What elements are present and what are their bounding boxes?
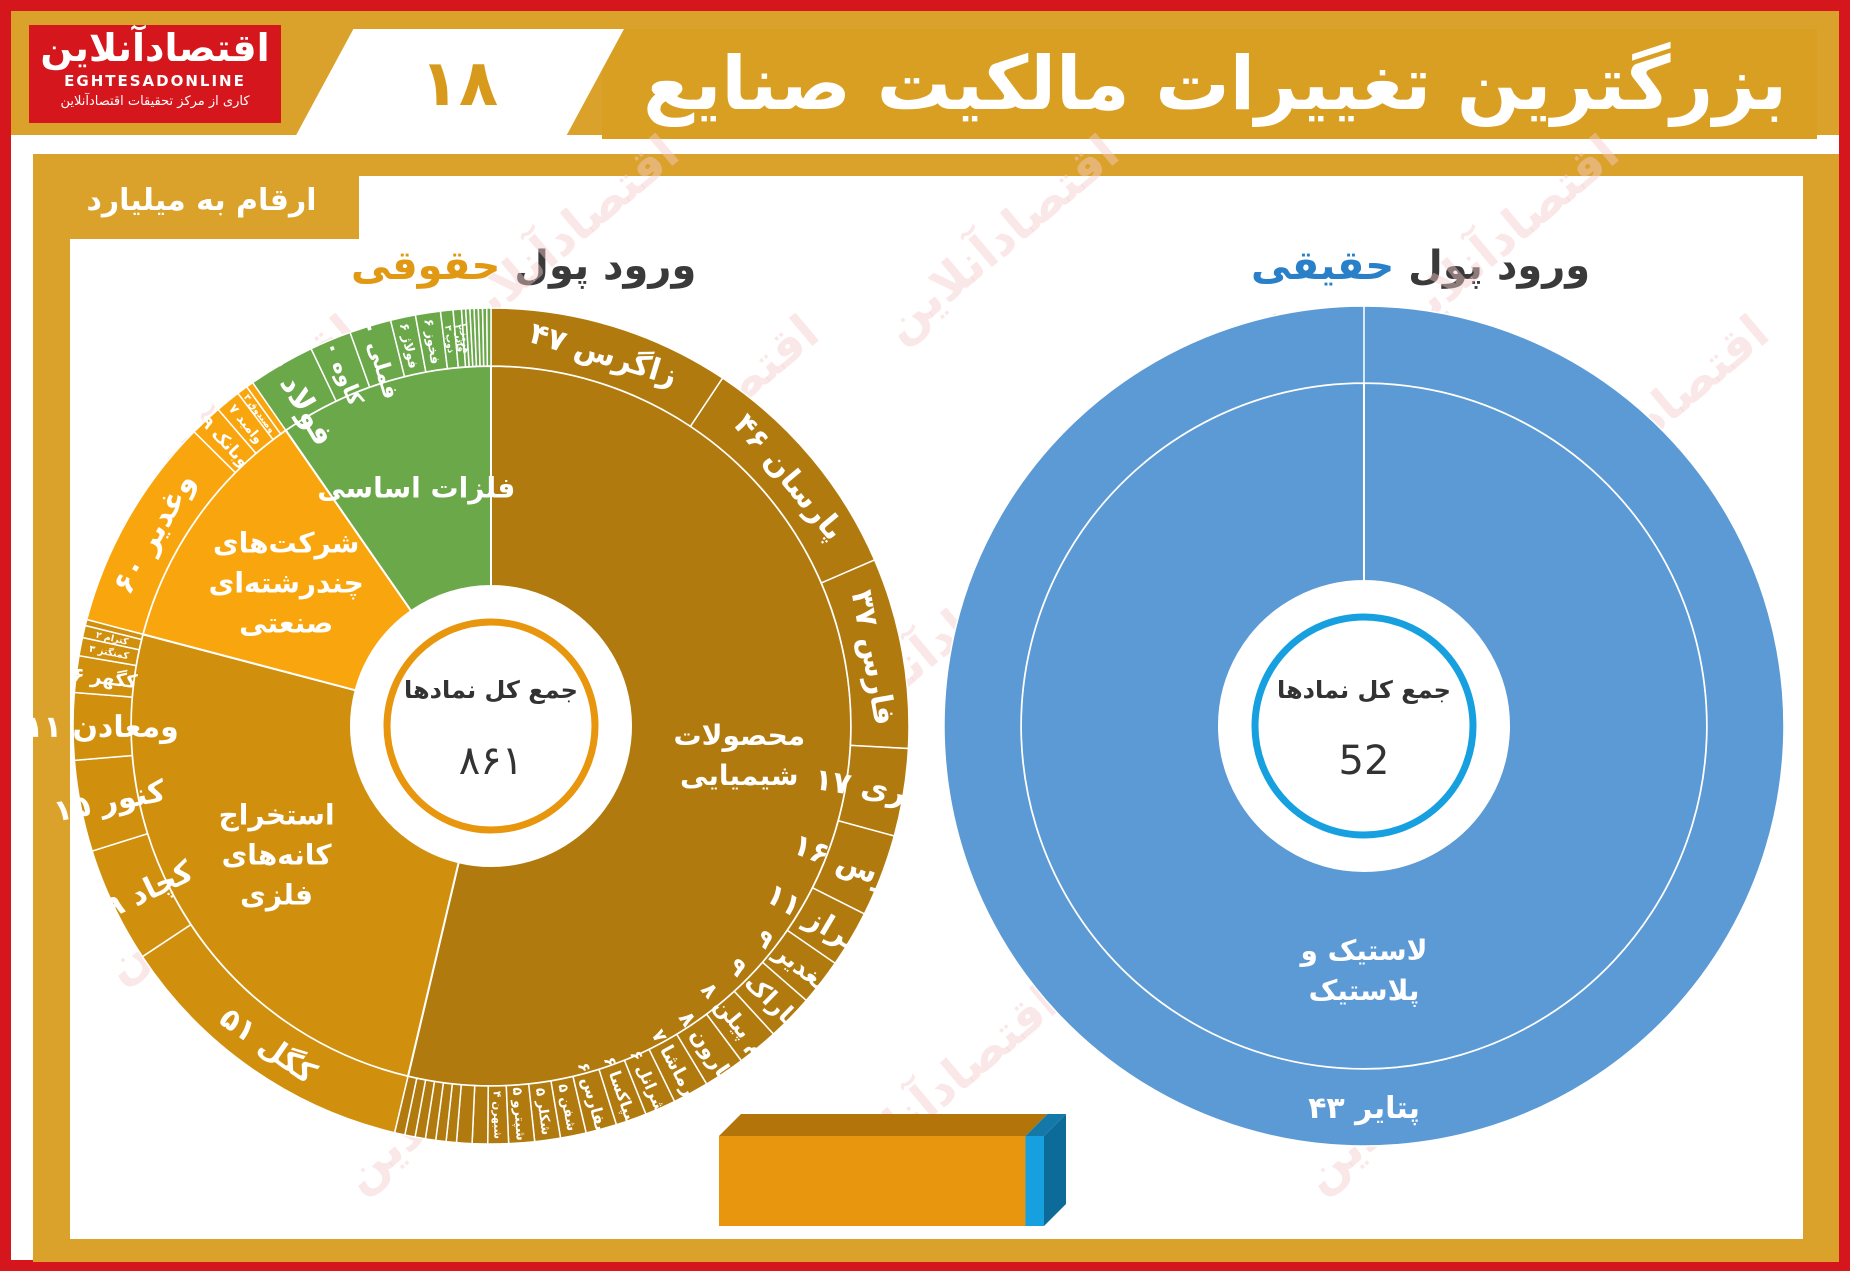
logo-subtitle: کاری از مرکز تحقیقات اقتصادآنلاین: [60, 94, 250, 109]
center-value: 52: [1339, 738, 1390, 784]
inner-segment-label: صنعتی: [239, 607, 333, 640]
logo-name: اقتصادآنلاین: [40, 26, 270, 70]
legend-bar: [719, 1114, 1066, 1226]
center-label: جمع کل نمادها: [404, 676, 578, 704]
legal-title-prefix: ورود پول: [514, 243, 697, 289]
center-label: جمع کل نمادها: [1277, 676, 1451, 704]
center-hole: [351, 586, 631, 866]
center-ring: [1251, 613, 1477, 839]
center-hole: [1219, 581, 1509, 871]
legend-bar-top: [719, 1114, 1048, 1136]
inner-segment-label: لاستیک و: [1298, 934, 1427, 967]
outer-segment: [943, 305, 1785, 1147]
watermark-text: اقتصادآنلاین: [871, 123, 1130, 354]
legend-bar-side: [1044, 1114, 1066, 1226]
inner-segment-label: استخراج: [219, 799, 335, 833]
legal-title-highlight: حقوقی: [351, 243, 501, 289]
center-ring: [383, 618, 599, 834]
inner-segment-label: کانه‌های: [222, 839, 333, 872]
logo-en: EGHTESADONLINE: [64, 72, 246, 90]
inner-segment-label: چندرشته‌ای: [209, 567, 364, 600]
outer-segment: [486, 307, 492, 367]
inner-segment-label: شیمیایی: [680, 759, 799, 792]
inner-segment-label: شرکت‌های: [213, 527, 359, 560]
legend-bar-top: [1025, 1114, 1066, 1136]
outer-segment-label: ذوب ۳: [442, 325, 455, 354]
outer-segment-label: شبهرن ۴: [491, 1091, 505, 1139]
inner-segment-label: فلزی: [240, 879, 313, 912]
inner-segment-label: فلزات اساسی: [317, 471, 515, 504]
real-title-prefix: ورود پول: [1408, 243, 1591, 289]
charts-svg: اقتصادآنلاین اقتصادآنلاین اقتصادآنلایناقتص…: [25, 123, 1790, 1226]
outer-segment-label: فاذر ۲: [452, 324, 464, 353]
outer-segment-label: شکلر ۵: [532, 1087, 553, 1136]
legal-chart-title: ورود پول حقوقی: [351, 243, 696, 289]
inner-segment-label: محصولات: [673, 719, 805, 752]
legend-bar-segment: [719, 1136, 1026, 1226]
outer-segment-label: ومعادن ۱۱: [25, 710, 179, 745]
outer-segment-label: فخوز ۶: [420, 318, 442, 366]
date-badge: ۱۸ شهریور: [294, 29, 624, 139]
legend-bar-segment: [1025, 1136, 1044, 1226]
outer-segment-label: شپترو ۵: [509, 1087, 528, 1141]
inner-segment-label: پلاستیک: [1309, 974, 1420, 1007]
logo: اقتصادآنلاین EGHTESADONLINE کاری از مرکز…: [29, 25, 281, 123]
legal-sunburst: محصولات شیمیایی استخراج کانه‌های فلزی شرکت‌ها…: [25, 306, 938, 1145]
real-sunburst: لاستیک و پلاستیک پتایر ۴۳ جمع کل نمادها 52: [943, 305, 1785, 1147]
real-title-highlight: حقیقی: [1251, 243, 1395, 289]
unit-label: ارقام به میلیارد تومان: [44, 167, 359, 286]
real-chart-title: ورود پول حقیقی: [1251, 243, 1590, 289]
center-value: ۸۶۱: [459, 738, 523, 784]
outer-segment-label: پتایر ۴۳: [1308, 1091, 1420, 1126]
